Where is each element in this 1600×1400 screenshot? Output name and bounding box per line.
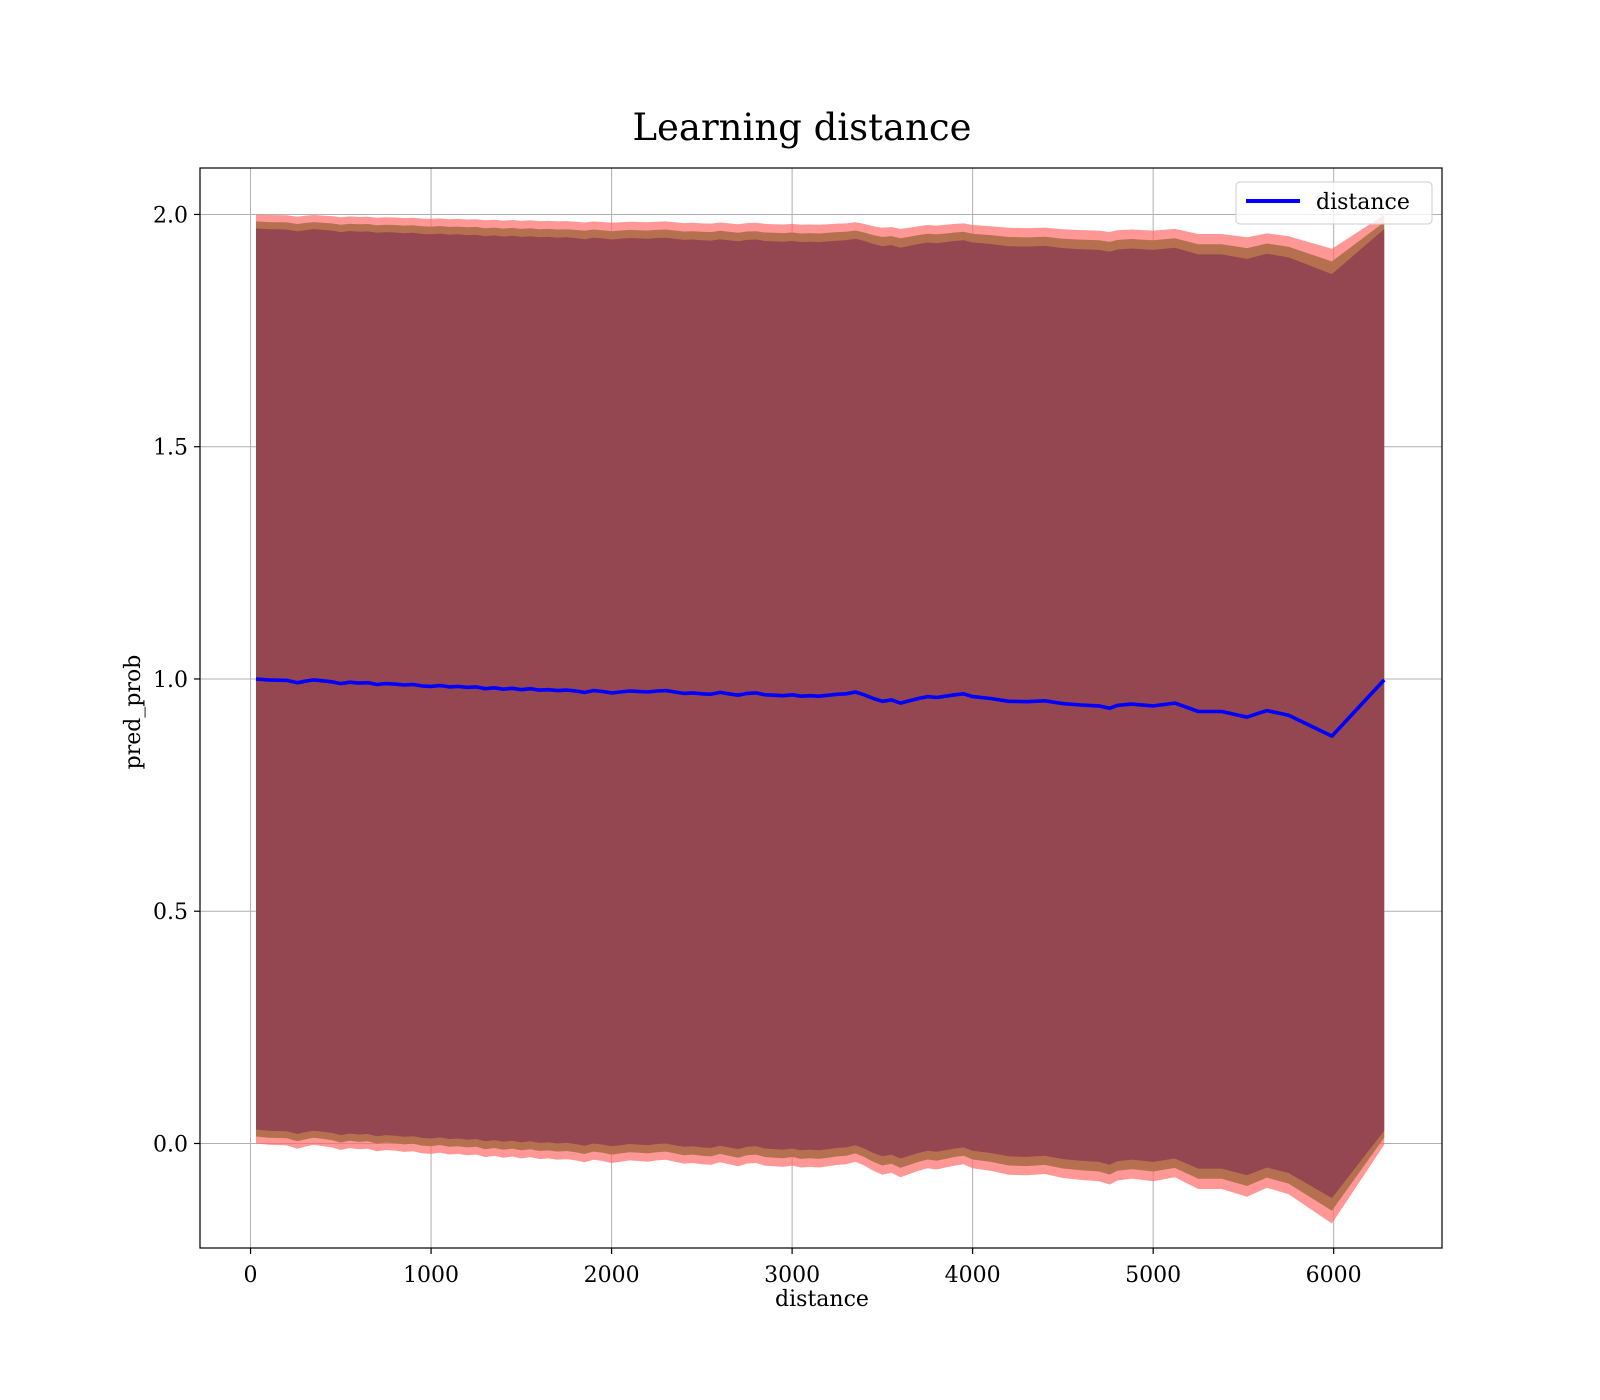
y-tick-label: 2.0 [153,203,188,228]
x-tick-label: 3000 [764,1263,820,1288]
y-tick-label: 1.5 [153,436,188,461]
x-tick-label: 5000 [1125,1263,1181,1288]
x-tick-label: 6000 [1306,1263,1362,1288]
x-tick-label: 0 [244,1263,258,1288]
x-tick-label: 1000 [403,1263,459,1288]
legend-box [1235,181,1433,225]
ticks: 0 1000 2000 3000 4000 5000 6000 0.0 0.5 1.0 1.5 2.0 [153,203,1362,1288]
y-tick-label: 1.0 [153,668,188,693]
legend-label-distance: distance [1316,190,1410,215]
x-tick-label: 2000 [584,1263,640,1288]
inner-band [256,228,1385,1199]
axes-frame [199,167,1443,1249]
series-line-distance [255,677,1386,738]
series-lines [255,677,1386,738]
y-axis-label: pred_prob [121,655,146,770]
plot-area [200,168,1442,1248]
chart-title: Learning distance [632,106,971,149]
legend: distance [1235,181,1433,225]
y-tick-label: 0.0 [153,1132,188,1157]
x-tick-label: 4000 [945,1263,1001,1288]
x-axis-label: distance [775,1287,869,1312]
y-tick-label: 0.5 [153,900,188,925]
uncertainty-bands [256,214,1385,1224]
